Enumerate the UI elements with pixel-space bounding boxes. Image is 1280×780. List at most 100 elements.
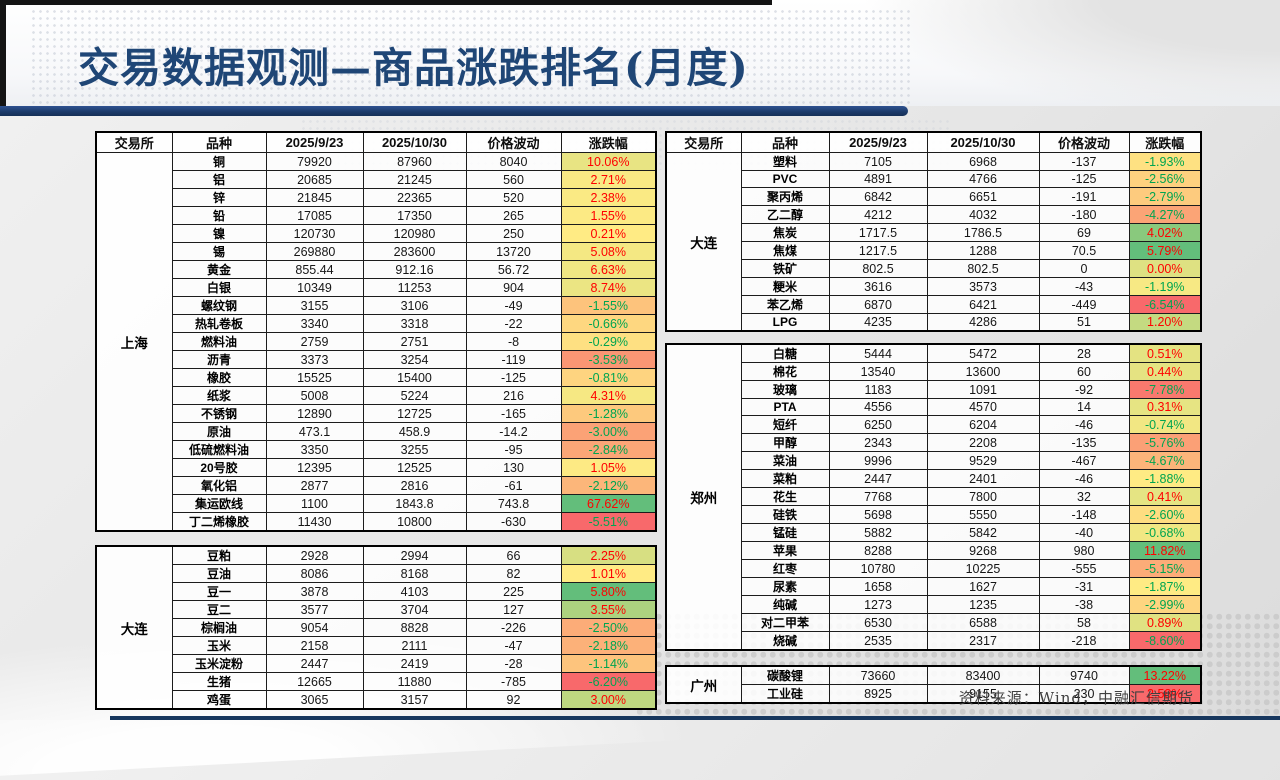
pct-cell: -7.78%: [1128, 380, 1202, 399]
change-cell: 560: [465, 170, 562, 189]
pct-cell: -0.81%: [560, 368, 657, 387]
price-end-cell: 9529: [926, 451, 1040, 470]
change-cell: 980: [1038, 541, 1130, 560]
price-end-cell: 22365: [362, 188, 467, 207]
price-start-cell: 21845: [265, 188, 364, 207]
price-start-cell: 4212: [828, 205, 928, 224]
change-cell: -46: [1038, 469, 1130, 488]
variety-cell: LPG: [740, 313, 830, 332]
table-row: 短纤 6250 6204 -46 -0.74%: [666, 415, 1202, 434]
change-cell: -14.2: [465, 422, 562, 441]
exchange-cell: 郑州: [665, 343, 742, 651]
variety-cell: 苯乙烯: [740, 295, 830, 314]
price-start-cell: 9996: [828, 451, 928, 470]
change-cell: 8040: [465, 152, 562, 171]
change-cell: 14: [1038, 398, 1130, 416]
table-row: 原油 473.1 458.9 -14.2 -3.00%: [96, 422, 657, 441]
price-end-cell: 5224: [362, 386, 467, 405]
variety-cell: 豆二: [171, 600, 267, 619]
pct-cell: 67.62%: [560, 494, 657, 513]
variety-cell: 热轧卷板: [171, 314, 267, 333]
price-end-cell: 15400: [362, 368, 467, 387]
price-start-cell: 11430: [265, 512, 364, 532]
change-cell: -119: [465, 350, 562, 369]
price-end-cell: 1091: [926, 380, 1040, 399]
variety-cell: 生猪: [171, 672, 267, 691]
price-end-cell: 83400: [926, 665, 1040, 685]
col-change: 价格波动: [1038, 131, 1130, 153]
variety-cell: 氧化铝: [171, 476, 267, 495]
table-row: 乙二醇 4212 4032 -180 -4.27%: [666, 205, 1202, 224]
pct-cell: -0.29%: [560, 332, 657, 351]
price-end-cell: 2317: [926, 631, 1040, 651]
price-start-cell: 7105: [828, 152, 928, 171]
table-row: 橡胶 15525 15400 -125 -0.81%: [96, 368, 657, 387]
price-end-cell: 13600: [926, 362, 1040, 381]
pct-cell: -8.60%: [1128, 631, 1202, 651]
pct-cell: 1.20%: [1128, 313, 1202, 332]
variety-cell: 棕榈油: [171, 618, 267, 637]
change-cell: 904: [465, 278, 562, 297]
table-row: PVC 4891 4766 -125 -2.56%: [666, 170, 1202, 188]
price-end-cell: 6651: [926, 187, 1040, 206]
table-row: LPG 4235 4286 51 1.20%: [666, 313, 1202, 332]
pct-cell: -1.55%: [560, 296, 657, 315]
table-row: 鸡蛋 3065 3157 92 3.00%: [96, 690, 657, 710]
price-end-cell: 2419: [362, 654, 467, 673]
table-row: 低硫燃料油 3350 3255 -95 -2.84%: [96, 440, 657, 459]
change-cell: -226: [465, 618, 562, 637]
exchange-cell: 上海: [95, 152, 173, 532]
change-cell: 60: [1038, 362, 1130, 381]
price-end-cell: 4032: [926, 205, 1040, 224]
change-cell: -31: [1038, 577, 1130, 596]
price-start-cell: 1217.5: [828, 241, 928, 260]
price-start-cell: 1183: [828, 380, 928, 399]
change-cell: -47: [465, 636, 562, 655]
price-start-cell: 7768: [828, 487, 928, 506]
table-row: 大连 塑料 7105 6968 -137 -1.93%: [665, 152, 1202, 332]
change-cell: -28: [465, 654, 562, 673]
table-row: 玉米 2158 2111 -47 -2.18%: [96, 636, 657, 655]
price-end-cell: 802.5: [926, 259, 1040, 278]
change-cell: -61: [465, 476, 562, 495]
price-start-cell: 4235: [828, 313, 928, 332]
table-row: 粳米 3616 3573 -43 -1.19%: [666, 277, 1202, 296]
change-cell: 230: [1038, 684, 1130, 704]
pct-cell: 0.51%: [1128, 343, 1202, 363]
table-row: 尿素 1658 1627 -31 -1.87%: [666, 577, 1202, 596]
table-row: 豆油 8086 8168 82 1.01%: [96, 564, 657, 583]
table-row: 白银 10349 11253 904 8.74%: [96, 278, 657, 297]
table-row: 豆一 3878 4103 225 5.80%: [96, 582, 657, 601]
table-row: 镍 120730 120980 250 0.21%: [96, 224, 657, 243]
variety-cell: 锰硅: [740, 523, 830, 542]
change-cell: -40: [1038, 523, 1130, 542]
title-divider-bar: [0, 106, 908, 116]
price-end-cell: 2751: [362, 332, 467, 351]
pct-cell: -1.93%: [1128, 152, 1202, 171]
right-table-郑州: 郑州 白糖 5444 5472 28 0.51% 棉花 13540 13600 60 0.44% 玻璃…: [665, 343, 1202, 651]
price-end-cell: 458.9: [362, 422, 467, 441]
price-end-cell: 21245: [362, 170, 467, 189]
pct-cell: 1.01%: [560, 564, 657, 583]
pct-cell: -1.87%: [1128, 577, 1202, 596]
variety-cell: 橡胶: [171, 368, 267, 387]
variety-cell: 玻璃: [740, 380, 830, 399]
change-cell: 82: [465, 564, 562, 583]
left-edge-mark: [0, 0, 6, 112]
variety-cell: 纯碱: [740, 595, 830, 614]
price-end-cell: 10225: [926, 559, 1040, 578]
change-cell: -125: [465, 368, 562, 387]
price-end-cell: 4103: [362, 582, 467, 601]
pct-cell: -5.51%: [560, 512, 657, 532]
price-end-cell: 87960: [362, 152, 467, 171]
price-end-cell: 6588: [926, 613, 1040, 632]
variety-cell: 铜: [171, 152, 267, 171]
table-row: 锌 21845 22365 520 2.38%: [96, 188, 657, 207]
change-cell: 51: [1038, 313, 1130, 332]
pct-cell: -4.27%: [1128, 205, 1202, 224]
pct-cell: -4.67%: [1128, 451, 1202, 470]
change-cell: -8: [465, 332, 562, 351]
change-cell: -137: [1038, 152, 1130, 171]
price-end-cell: 2208: [926, 433, 1040, 452]
variety-cell: 苹果: [740, 541, 830, 560]
